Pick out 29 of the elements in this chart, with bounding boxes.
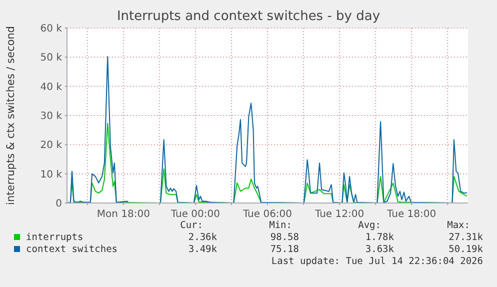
y-axis-title: interrupts & ctx switches / second [5, 26, 17, 205]
text: 2.36k [188, 232, 218, 243]
text: Last update: Tue Jul 14 22:36:04 2026 [271, 256, 484, 267]
text: Max: [447, 220, 470, 231]
text: 1.78k [365, 232, 394, 243]
chart-title: Interrupts and context switches - by day [116, 9, 380, 24]
text: Avg: [358, 220, 381, 231]
y-tick-label: 20 k [40, 140, 62, 152]
text: 3.63k [365, 244, 394, 255]
y-tick-label: 0 [56, 198, 62, 210]
x-tick-label: Tue 12:00 [314, 209, 364, 220]
y-tick-label: 10 k [40, 169, 62, 180]
y-tick-label: 30 k [40, 111, 62, 122]
x-tick-label: Mon 18:00 [96, 209, 150, 220]
text: 98.58 [270, 232, 300, 243]
text: 75.18 [270, 244, 300, 255]
text: 3.49k [188, 244, 218, 255]
text: Cur: [180, 220, 203, 231]
text: 50.19k [448, 244, 484, 255]
y-tick-label: 60 k [40, 24, 62, 34]
legend-label: interrupts [26, 232, 84, 243]
x-tick-label: Tue 00:00 [170, 209, 220, 220]
y-tick-label: 50 k [40, 52, 62, 64]
text: 27.31k [448, 232, 484, 243]
x-tick-label: Tue 06:00 [242, 209, 292, 220]
legend-label: context switches [26, 244, 118, 255]
y-tick-label: 40 k [40, 82, 62, 93]
text: Min: [269, 220, 292, 231]
x-tick-label: Tue 18:00 [386, 209, 436, 220]
